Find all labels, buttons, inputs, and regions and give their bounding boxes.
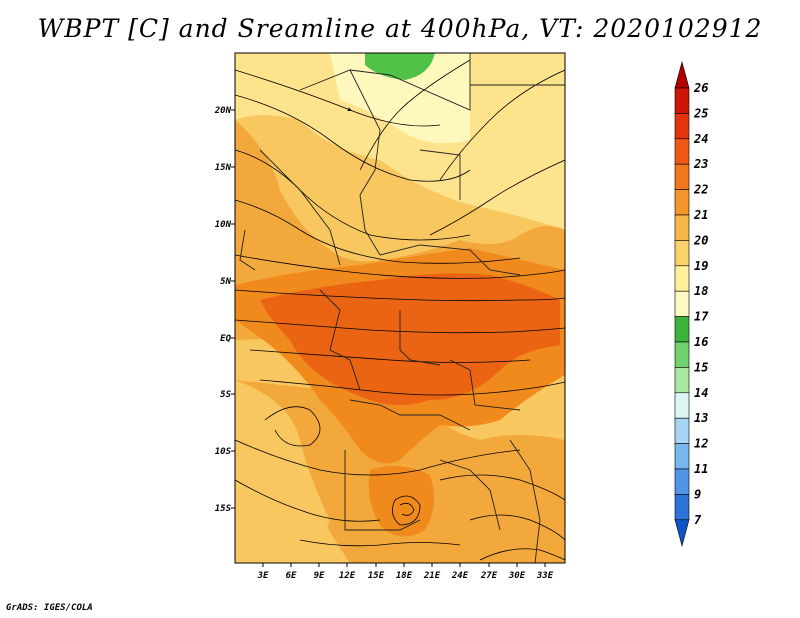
country-borders — [239, 53, 565, 563]
colorbar-segment — [674, 417, 690, 444]
colorbar-label: 16 — [694, 335, 708, 349]
field-region-18-north — [330, 53, 470, 144]
colorbar-segment — [674, 392, 690, 419]
lat-label: 15S — [215, 504, 232, 514]
colorbar-label: 20 — [693, 233, 708, 247]
lon-label: 27E — [480, 571, 498, 581]
colorbar-label: 15 — [694, 360, 708, 374]
lon-label: 12E — [339, 571, 356, 581]
chart-title: WBPT [C] and Sreamline at 400hPa, VT: 20… — [37, 14, 763, 43]
colorbar-top-triangle — [674, 60, 690, 89]
colorbar-segment — [674, 113, 690, 140]
lon-label: 18E — [396, 571, 413, 581]
lat-label: 5S — [220, 390, 231, 400]
colorbar-segment — [674, 265, 690, 292]
lon-label: 15E — [368, 571, 385, 581]
colorbar-segment — [674, 290, 690, 317]
lat-label: 10N — [215, 220, 232, 230]
lat-label: EQ — [220, 334, 231, 344]
lon-label: 30E — [508, 571, 526, 581]
lon-axis: 3E 6E 9E 12E 15E 18E 21E 24E 27E 30E 33E — [257, 563, 554, 581]
lat-label: 10S — [215, 447, 232, 457]
colorbar-segment — [674, 138, 690, 165]
colorbar-segment — [674, 367, 690, 394]
colorbar-segment — [674, 163, 690, 190]
field-region-19-east — [480, 100, 565, 164]
lon-label: 24E — [451, 571, 469, 581]
colorbar-label: 23 — [693, 157, 708, 171]
colorbar-label: 26 — [693, 81, 708, 95]
colorbar-label: 17 — [694, 310, 709, 324]
colorbar-label: 13 — [694, 411, 708, 425]
lat-label: 15N — [215, 163, 232, 173]
colorbar-bottom-triangle — [674, 519, 690, 547]
lat-label: 20N — [214, 106, 232, 116]
colorbar-label: 12 — [694, 437, 708, 451]
colorbar-label: 7 — [694, 513, 702, 527]
colorbar-segment — [674, 443, 690, 470]
colorbar-segment — [674, 87, 690, 114]
colorbar-label: 9 — [694, 487, 701, 501]
colorbar-label: 14 — [694, 386, 708, 400]
lon-label: 33E — [536, 571, 554, 581]
lon-label: 9E — [314, 571, 325, 581]
colorbar-label: 21 — [693, 208, 708, 222]
colorbar-segment — [674, 214, 690, 241]
streamlines — [235, 59, 565, 561]
lat-label: 5N — [220, 277, 231, 287]
lat-axis: 20N 15N 10N 5N EQ 5S 10S 15S — [214, 106, 235, 514]
colorbar-label: 22 — [693, 183, 708, 197]
field-region-green-north — [365, 53, 435, 80]
colorbar-segment — [674, 494, 690, 521]
colorbar-label: 11 — [694, 462, 708, 476]
field-region-23 — [260, 273, 560, 405]
field-region-22-south-blob — [368, 466, 434, 537]
colorbar-segment — [674, 240, 690, 267]
colorbar-segment — [674, 468, 690, 495]
colorbar: 26 25 24 23 22 21 20 19 18 17 16 15 14 13 12 11 9 7 — [674, 60, 709, 547]
field-region-20-southwest — [235, 380, 330, 563]
wbpt-field — [235, 53, 565, 563]
map-frame — [234, 52, 566, 564]
colorbar-label: 25 — [693, 106, 708, 120]
colorbar-segment — [674, 316, 690, 343]
colorbar-segment — [674, 341, 690, 368]
colorbar-label: 24 — [693, 132, 708, 146]
lon-label: 21E — [423, 571, 441, 581]
colorbar-label: 19 — [694, 259, 708, 273]
footer-credit: GrADS: IGES/COLA — [6, 603, 93, 613]
colorbar-segment — [674, 189, 690, 216]
colorbar-label: 18 — [694, 284, 708, 298]
lon-label: 3E — [257, 571, 269, 581]
lon-label: 6E — [286, 571, 297, 581]
